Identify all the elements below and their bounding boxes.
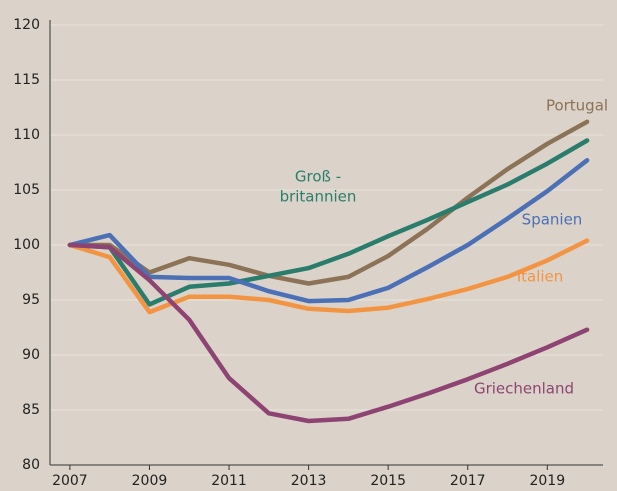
x-tick-label: 2019 [529,473,565,489]
series-line [67,119,590,286]
series-label: britannien [280,188,357,206]
y-tick-label: 115 [13,72,40,88]
series-line [67,158,590,304]
series-label: Spanien [522,211,583,229]
x-tick-label: 2011 [211,473,247,489]
x-tick-label: 2015 [370,473,406,489]
y-tick-label: 120 [13,17,40,33]
y-tick-label: 85 [22,402,40,418]
x-tick-label: 2007 [52,473,88,489]
x-tick-label: 2013 [291,473,327,489]
y-tick-label: 95 [22,292,40,308]
series-line [67,238,590,315]
series-line [67,242,590,424]
y-tick-label: 80 [22,457,40,473]
y-tick-label: 110 [13,127,40,143]
y-tick-label: 105 [13,182,40,198]
y-tick-label: 100 [13,237,40,253]
series-label: Portugal [546,97,608,115]
x-tick-label: 2009 [132,473,168,489]
series-label: Groß - [295,168,341,186]
y-tick-label: 90 [22,347,40,363]
x-tick-label: 2017 [450,473,486,489]
series-label: Griechenland [474,380,574,398]
series-line [67,138,590,307]
series-label: Italien [517,268,564,286]
